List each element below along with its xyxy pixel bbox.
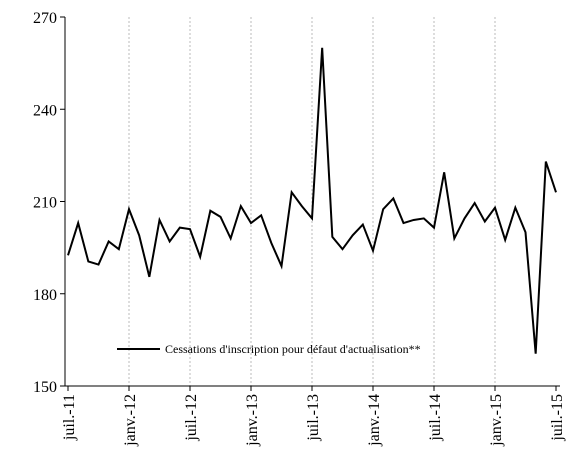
x-tick-label: janv.-15 <box>488 394 505 447</box>
x-tick-label: janv.-13 <box>244 394 261 447</box>
y-tick-label: 240 <box>33 102 57 119</box>
x-tick-label: juil.-13 <box>305 394 322 442</box>
x-tick-label: juil.-11 <box>61 394 78 441</box>
y-tick-label: 270 <box>33 10 57 27</box>
x-tick-label: janv.-14 <box>366 394 383 447</box>
x-tick-label: juil.-12 <box>183 394 200 442</box>
x-tick-label: juil.-14 <box>427 394 444 442</box>
line <box>67 47 557 354</box>
y-tick-label: 180 <box>33 287 57 304</box>
x-tick-label: juil.-15 <box>549 394 566 442</box>
legend-label: Cessations d'inscription pour défaut d'a… <box>165 342 421 356</box>
y-tick-label: 150 <box>33 379 57 396</box>
y-tick-label: 210 <box>33 195 57 212</box>
x-tick-label: janv.-12 <box>122 394 139 447</box>
